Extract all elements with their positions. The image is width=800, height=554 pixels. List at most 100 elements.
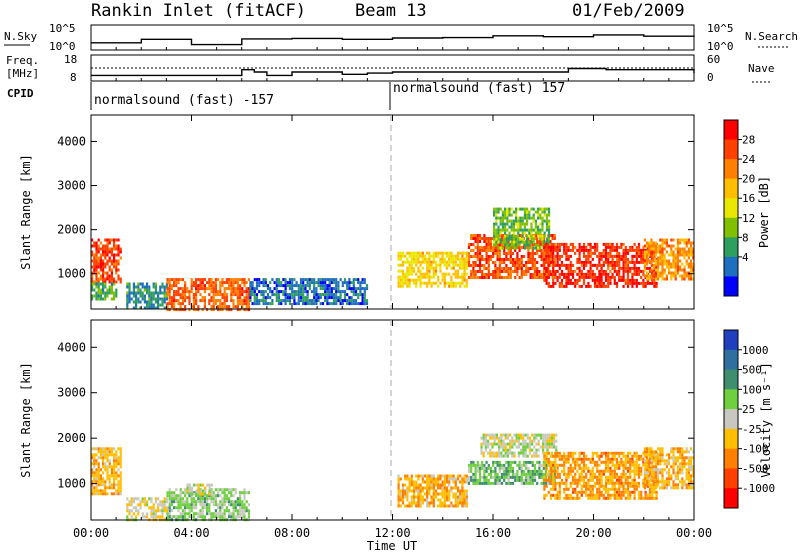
power-cell	[547, 248, 550, 252]
velocity-cell	[119, 465, 122, 469]
power-cell	[293, 290, 296, 294]
power-cell	[503, 261, 506, 264]
velocity-cell	[635, 469, 638, 473]
power-cell	[547, 284, 550, 288]
velocity-cell	[99, 483, 102, 487]
power-cell	[548, 240, 551, 244]
power-cell	[609, 245, 612, 249]
power-cell	[585, 263, 588, 267]
power-cell	[533, 261, 537, 264]
power-cell	[578, 284, 581, 288]
nsky-tick-top: 10^5	[49, 22, 76, 35]
velocity-cell	[582, 469, 586, 473]
velocity-cell	[228, 500, 231, 504]
power-cell	[359, 287, 362, 291]
velocity-cell	[622, 466, 625, 470]
velocity-cell	[154, 515, 157, 519]
velocity-cell	[547, 481, 550, 485]
velocity-cell	[505, 472, 508, 476]
velocity-cell	[230, 491, 233, 495]
power-cell	[525, 267, 528, 270]
power-cell	[683, 265, 686, 269]
velocity-cell	[208, 492, 211, 496]
velocity-cell	[192, 506, 195, 510]
velocity-cell	[598, 478, 601, 482]
velocity-cell	[663, 483, 666, 487]
power-cell	[225, 278, 228, 282]
power-cell	[635, 281, 638, 285]
velocity-cell	[526, 433, 529, 437]
power-cell	[245, 299, 248, 303]
power-cell	[401, 272, 405, 276]
power-cell	[633, 260, 636, 264]
power-cell	[467, 264, 471, 267]
power-cell	[443, 272, 446, 276]
power-cell	[602, 284, 605, 288]
x-tick-label: 08:00	[274, 526, 310, 540]
velocity-cell	[474, 469, 477, 473]
velocity-cell	[637, 472, 641, 476]
power-cell	[534, 210, 537, 214]
velocity-cell	[192, 500, 195, 504]
velocity-cell	[635, 463, 638, 467]
velocity-cell	[600, 469, 603, 473]
power-cell	[672, 271, 675, 275]
velocity-cell	[214, 488, 217, 492]
x-tick-label: 20:00	[575, 526, 611, 540]
velocity-cell	[503, 472, 506, 476]
power-cell	[674, 274, 677, 278]
power-cell	[508, 207, 511, 211]
velocity-cell	[582, 460, 586, 464]
power-cell	[115, 253, 118, 257]
power-cell	[533, 258, 537, 261]
power-cell	[642, 251, 645, 255]
power-cell	[269, 290, 272, 294]
velocity-cell	[230, 494, 233, 498]
power-cell	[154, 291, 157, 295]
velocity-cell	[622, 493, 625, 497]
velocity-cell	[520, 481, 523, 485]
velocity-cell	[221, 503, 224, 507]
power-cell	[465, 278, 468, 282]
power-cell	[426, 269, 429, 273]
power-cell	[676, 259, 679, 263]
power-cell	[681, 277, 684, 281]
power-cell	[517, 207, 520, 211]
power-cell	[135, 297, 138, 301]
power-cell	[188, 299, 191, 303]
velocity-cell	[119, 483, 122, 487]
power-cell	[408, 260, 411, 264]
power-cell	[108, 277, 111, 281]
power-cell	[552, 242, 555, 246]
velocity-cell	[580, 460, 583, 464]
velocity-cell	[419, 492, 422, 496]
power-cell	[228, 308, 231, 312]
velocity-cell	[545, 493, 548, 497]
velocity-cell	[399, 495, 402, 499]
power-cell	[230, 293, 233, 297]
velocity-cell	[685, 456, 688, 460]
power-cell	[110, 297, 113, 301]
velocity-colorbar-tick-label: -25	[742, 423, 762, 436]
velocity-cell	[478, 466, 482, 470]
power-cell	[578, 260, 581, 264]
velocity-cell	[574, 451, 577, 455]
velocity-cell	[554, 460, 557, 464]
power-cell	[146, 288, 149, 292]
power-cell	[533, 237, 537, 240]
power-cell	[598, 263, 601, 267]
power-cell	[177, 290, 180, 294]
power-cell	[545, 251, 548, 255]
power-cell	[539, 237, 542, 241]
power-cell	[361, 296, 364, 300]
power-cell	[510, 243, 513, 247]
velocity-cell	[556, 469, 559, 473]
power-cell	[476, 252, 479, 255]
power-cell	[569, 248, 572, 252]
velocity-cell	[480, 445, 483, 449]
power-cell	[365, 287, 369, 291]
velocity-cell	[184, 488, 187, 492]
velocity-cell	[102, 489, 105, 493]
power-colorbar-swatch	[724, 159, 738, 180]
power-cell	[91, 250, 94, 254]
